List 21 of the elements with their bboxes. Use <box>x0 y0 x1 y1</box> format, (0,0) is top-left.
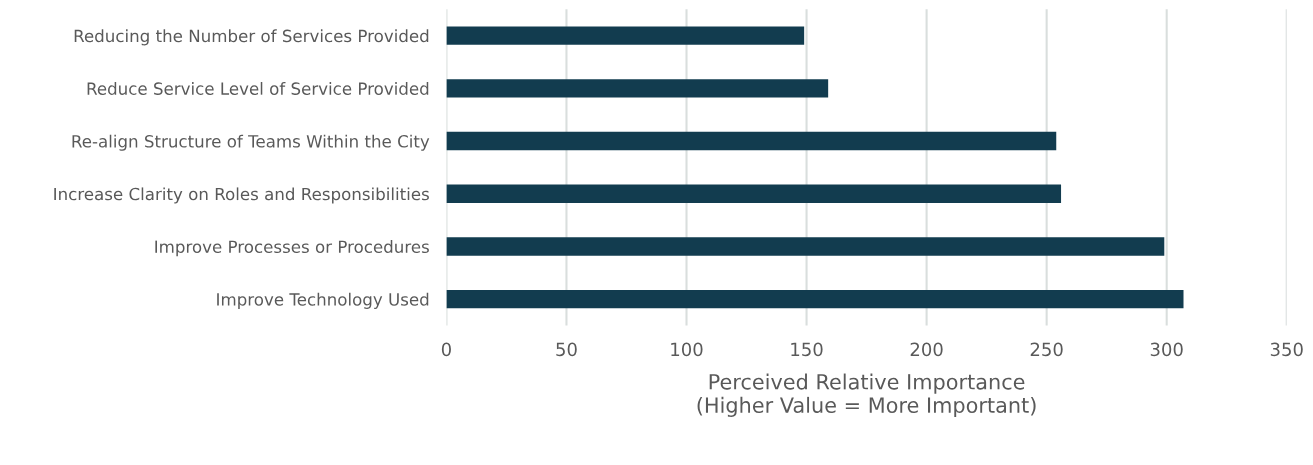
x-axis-title: Perceived Relative Importance (Higher Value = More Important) <box>697 373 1036 418</box>
y-tick-label: Improve Technology Used <box>217 292 429 309</box>
x-tick-label: 0 <box>441 342 451 357</box>
x-tick-label: 350 <box>1270 342 1303 357</box>
y-tick-label: Re-align Structure of Teams Within the City <box>72 134 430 151</box>
bar <box>446 184 1062 203</box>
y-tick-label: Reduce Service Level of Service Provided <box>87 82 429 95</box>
bar <box>446 289 1184 309</box>
x-tick-label: 250 <box>1030 342 1063 357</box>
y-tick-label: Increase Clarity on Roles and Responsibilities <box>54 187 429 204</box>
x-tick-label: 300 <box>1150 342 1183 357</box>
x-tick-label: 150 <box>791 342 823 357</box>
bar <box>446 26 805 45</box>
bar <box>446 79 829 98</box>
y-tick-label: Improve Processes or Procedures <box>155 240 429 257</box>
bar <box>446 131 1057 151</box>
y-tick-label: Reducing the Number of Services Provided <box>74 29 429 46</box>
x-tick-label: 100 <box>671 342 703 357</box>
bar <box>446 237 1165 256</box>
x-tick-label: 200 <box>910 342 943 357</box>
x-tick-label: 50 <box>556 342 577 357</box>
